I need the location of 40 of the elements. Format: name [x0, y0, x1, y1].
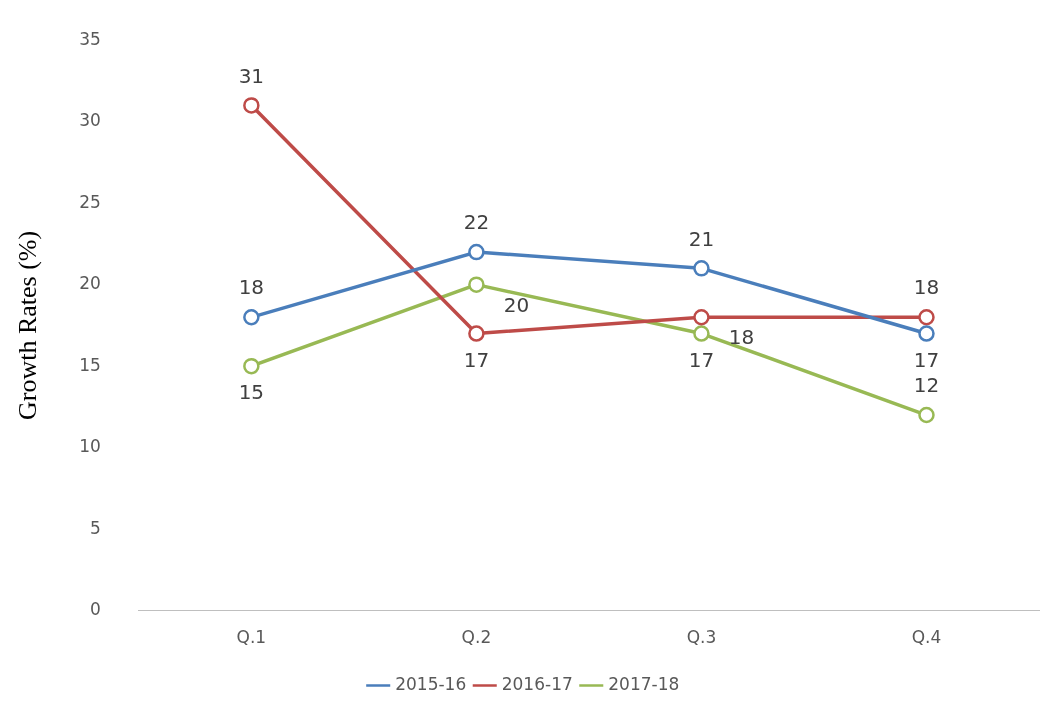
point [693, 260, 710, 277]
point [918, 406, 935, 424]
point [468, 243, 485, 261]
data-label: 15 [238, 380, 265, 405]
data-label: 17 [688, 347, 715, 372]
data-label: 18 [238, 275, 265, 300]
point [243, 357, 260, 375]
data-label: 21 [688, 226, 715, 251]
data-label: 18 [728, 325, 755, 350]
legend-label: 2016-17 [501, 673, 573, 694]
y-tick-label: 5 [90, 517, 101, 538]
y-tick-label: 20 [79, 273, 101, 294]
data-label: 31 [238, 63, 265, 88]
data-label: 17 [913, 347, 940, 372]
y-tick-label: 0 [90, 599, 101, 620]
data-label: 18 [913, 275, 940, 300]
y-tick-label: 10 [79, 436, 101, 457]
legend-label: 2015-16 [395, 673, 467, 694]
y-tick-label: 15 [79, 354, 101, 375]
point [468, 276, 485, 293]
data-label: 22 [463, 210, 490, 235]
y-axis-title: Growth Rates (%) [13, 230, 43, 420]
data-label: 20 [503, 292, 530, 317]
point [918, 309, 935, 326]
point [468, 325, 485, 342]
x-tick-label: Q.1 [236, 627, 267, 648]
point [693, 325, 710, 342]
data-label: 12 [913, 373, 940, 398]
legend-label: 2017-18 [608, 673, 680, 694]
point [693, 309, 710, 326]
point [918, 325, 935, 342]
x-tick-label: Q.3 [686, 627, 717, 648]
point [243, 309, 260, 326]
point [243, 97, 260, 114]
x-tick-label: Q.2 [461, 627, 492, 648]
y-tick-label: 35 [79, 28, 101, 49]
y-tick-label: 25 [79, 191, 101, 212]
data-label: 17 [463, 347, 490, 372]
y-tick-label: 30 [79, 110, 101, 131]
x-tick-label: Q.4 [911, 627, 942, 648]
